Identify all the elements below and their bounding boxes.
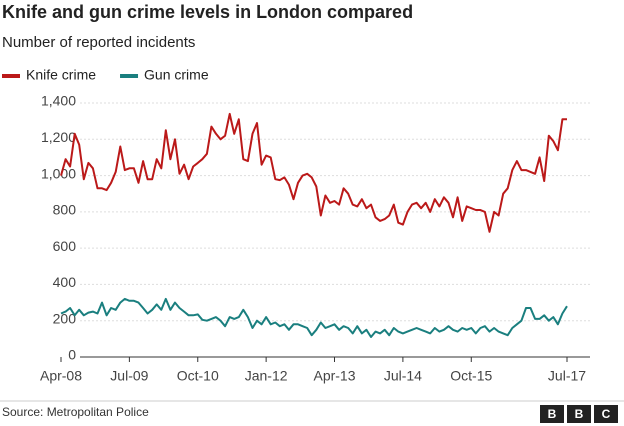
line-series — [60, 297, 568, 338]
y-tick-label: 0 — [68, 347, 76, 363]
y-tick-label: 1,200 — [41, 129, 76, 145]
x-tick-label: Apr-13 — [313, 368, 355, 384]
logo-letter: B — [575, 407, 584, 421]
x-tick-label: Jul-17 — [548, 368, 586, 384]
logo-box — [567, 405, 591, 423]
logo-letter: B — [548, 407, 557, 421]
x-tick-label: Jul-09 — [110, 368, 148, 384]
line-series — [60, 112, 567, 233]
x-tick-label: Jan-12 — [245, 368, 288, 384]
x-tick-label: Apr-08 — [40, 368, 82, 384]
chart-subtitle: Number of reported incidents — [2, 34, 195, 51]
y-tick-label: 400 — [53, 274, 77, 290]
y-tick-label: 800 — [53, 202, 77, 218]
legend-label: Knife crime — [26, 67, 96, 83]
chart-title: Knife and gun crime levels in London com… — [2, 2, 413, 22]
x-tick-label: Oct-15 — [450, 368, 492, 384]
source: Source: Metropolitan Police — [2, 405, 149, 419]
legend-label: Gun crime — [144, 67, 209, 83]
logo-letter: C — [602, 407, 611, 421]
logo-box — [594, 405, 618, 423]
logo-box — [540, 405, 564, 423]
y-tick-label: 1,000 — [41, 165, 76, 181]
y-tick-label: 1,400 — [41, 93, 76, 109]
x-tick-label: Oct-10 — [177, 368, 219, 384]
y-tick-label: 600 — [53, 238, 77, 254]
x-tick-label: Jul-14 — [384, 368, 422, 384]
y-tick-label: 200 — [53, 310, 77, 326]
